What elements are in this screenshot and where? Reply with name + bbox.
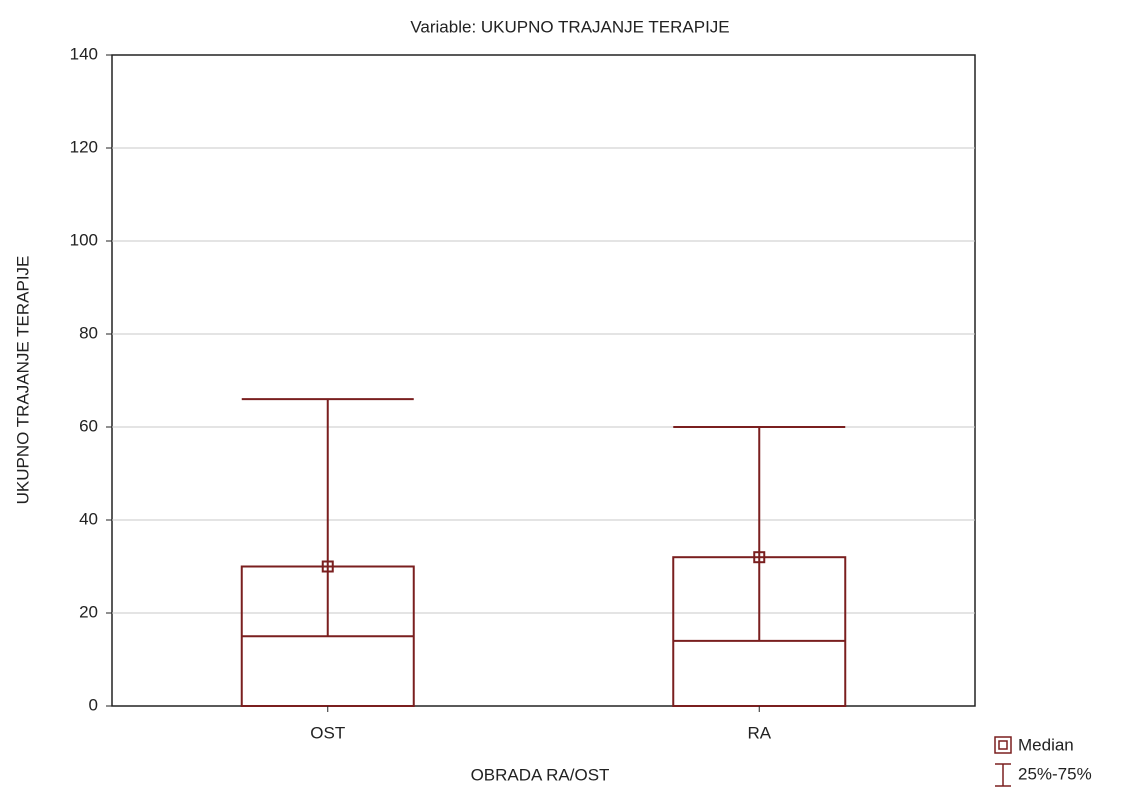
y-tick-label: 20 — [79, 602, 98, 621]
median-marker — [753, 551, 766, 564]
chart-title: Variable: UKUPNO TRAJANJE TERAPIJE — [410, 17, 729, 36]
median-marker — [321, 560, 334, 573]
x-axis-title: OBRADA RA/OST — [471, 765, 610, 784]
legend-label: 25%-75% — [1018, 764, 1092, 783]
x-tick-label: OST — [310, 723, 345, 742]
y-tick-label: 60 — [79, 416, 98, 435]
y-tick-label: 100 — [70, 230, 98, 249]
legend-median-icon-inner — [998, 740, 1008, 750]
legend-median-icon-outer — [994, 736, 1012, 754]
y-tick-label: 140 — [70, 44, 98, 63]
y-tick-label: 80 — [79, 323, 98, 342]
legend-label: Median — [1018, 735, 1074, 754]
y-tick-label: 120 — [70, 137, 98, 156]
y-tick-label: 40 — [79, 509, 98, 528]
plot-frame — [111, 54, 976, 707]
y-tick-label: 0 — [89, 695, 98, 714]
y-axis-title: UKUPNO TRAJANJE TERAPIJE — [13, 256, 32, 505]
x-tick-label: RA — [747, 723, 771, 742]
